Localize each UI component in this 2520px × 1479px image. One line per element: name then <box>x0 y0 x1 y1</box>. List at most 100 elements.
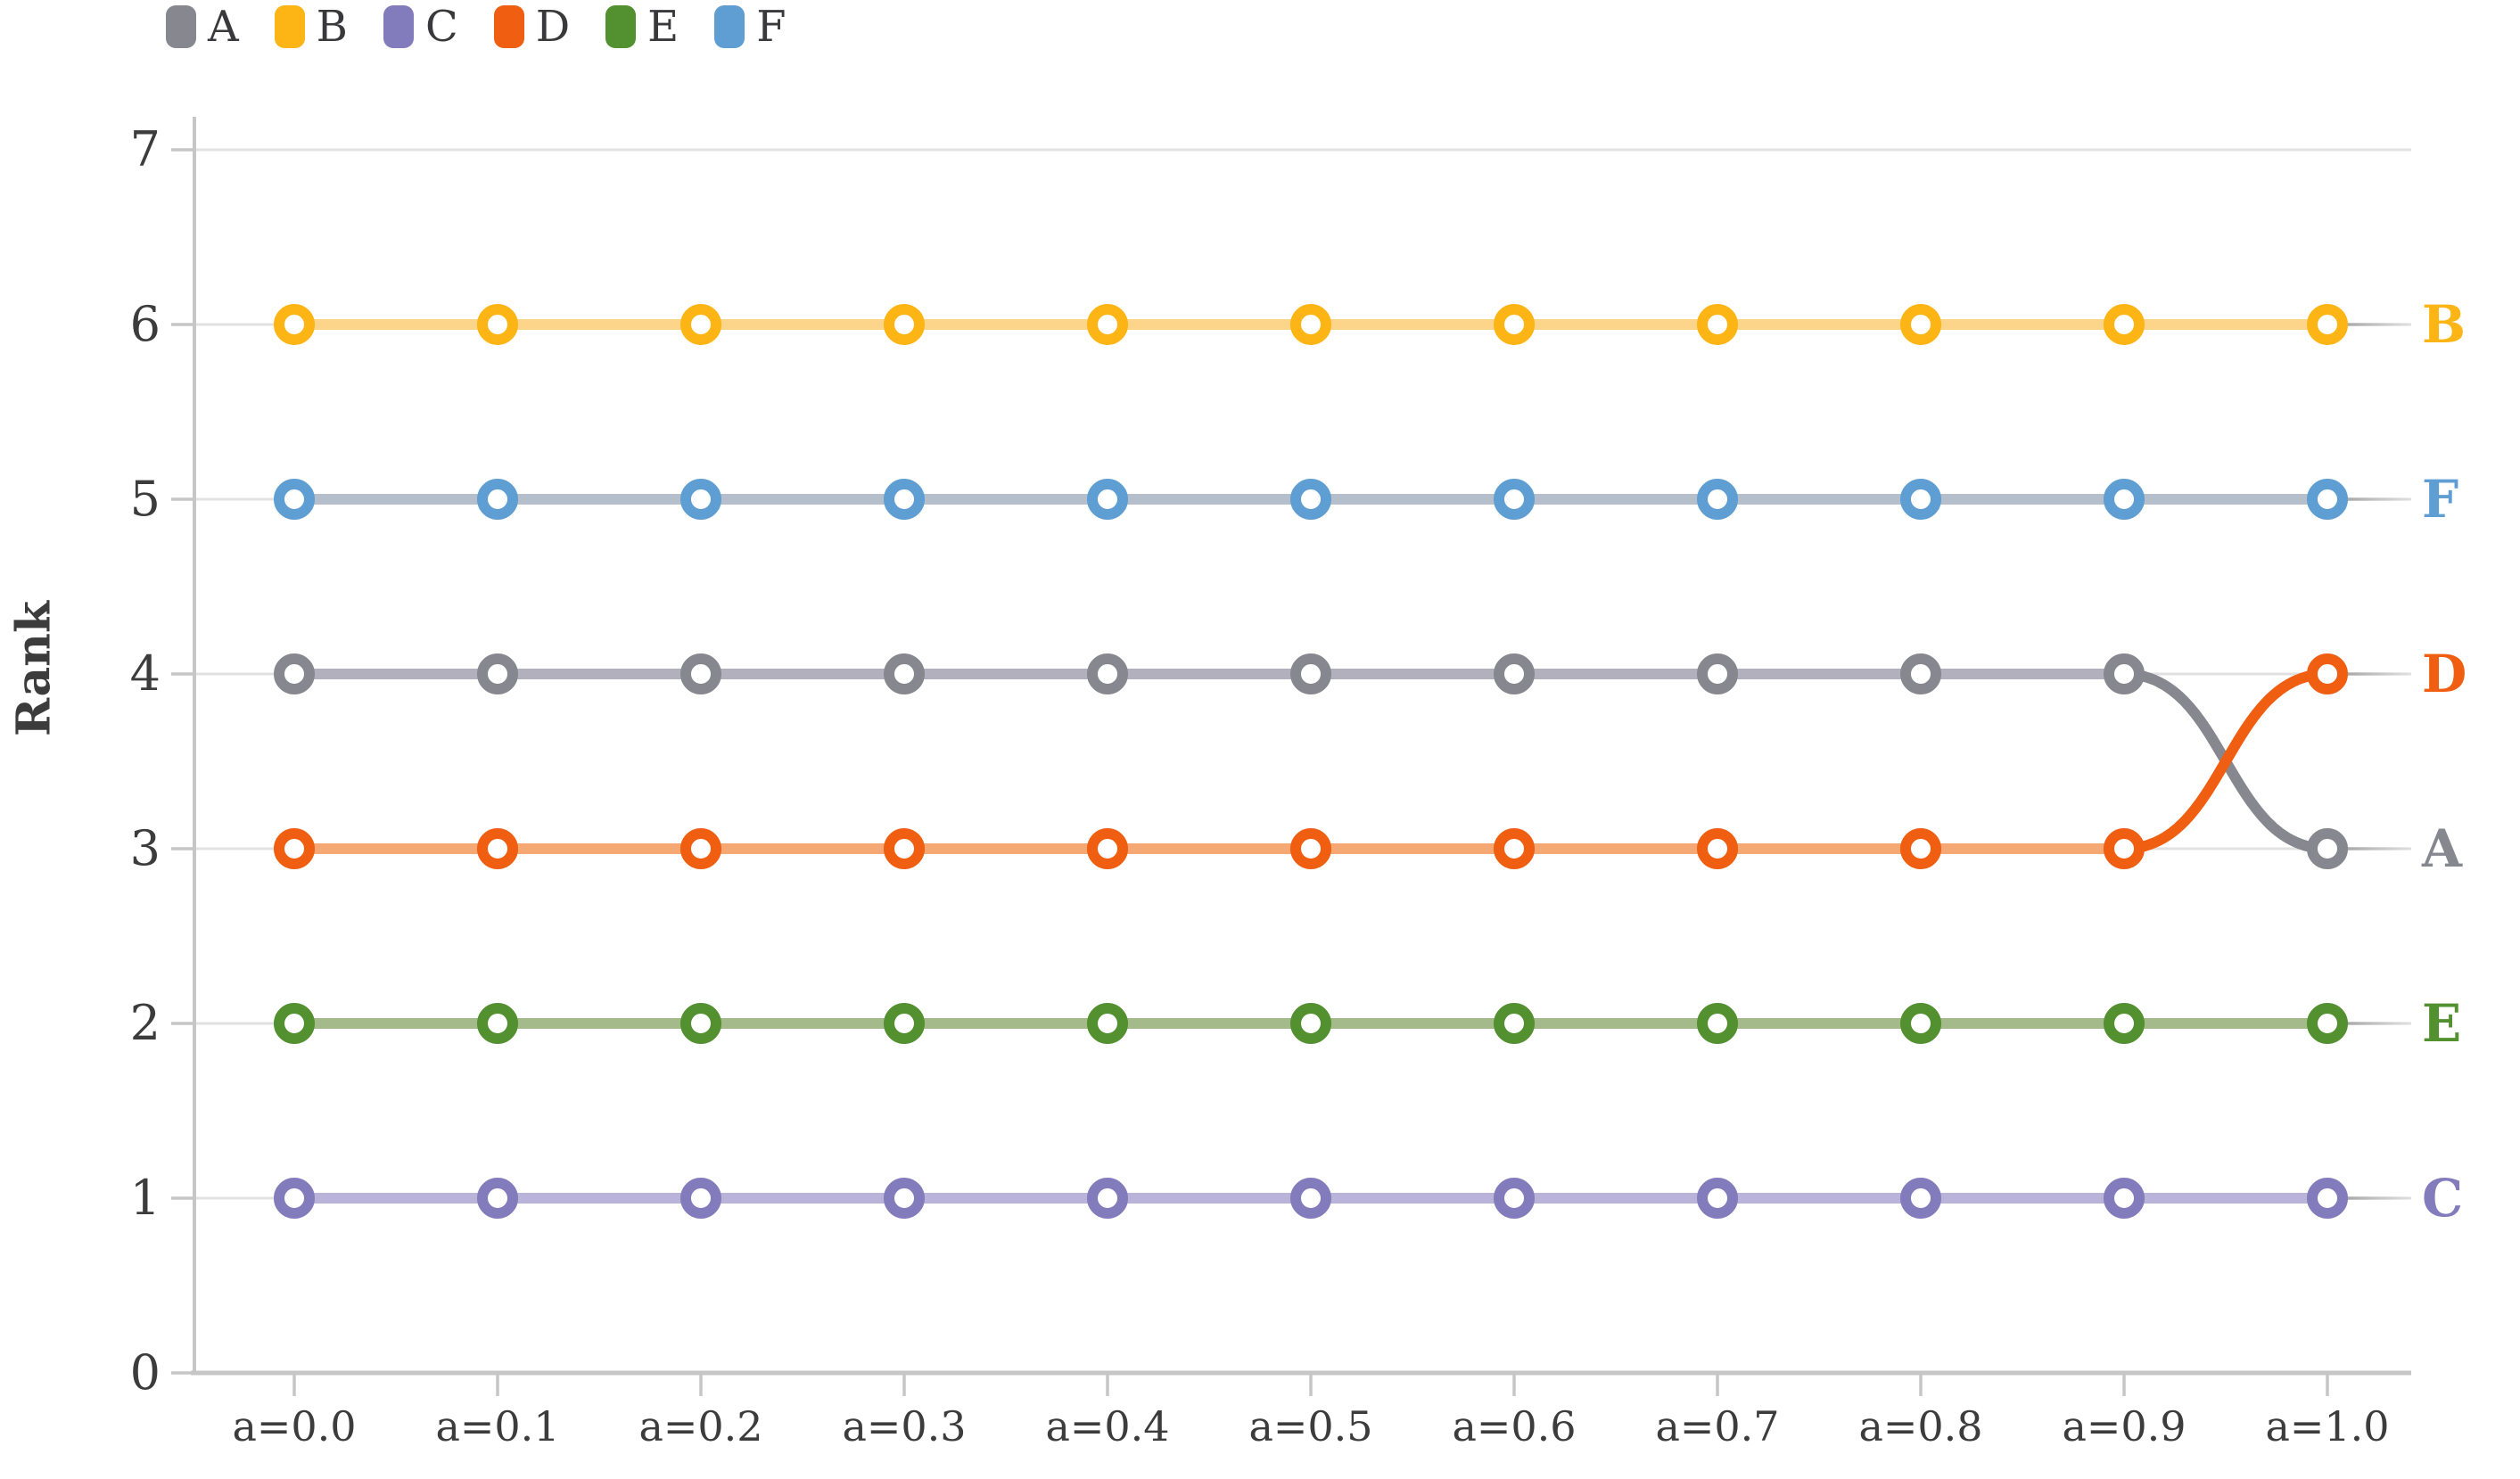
series-end-label-F: F <box>2422 469 2458 530</box>
data-point-D-a=0.8 <box>1900 828 1941 869</box>
series-end-label-A: A <box>2421 818 2463 879</box>
y-tick-label-1: 1 <box>130 1170 161 1226</box>
data-point-D-a=0.7 <box>1697 828 1738 869</box>
data-point-D-a=0.5 <box>1290 828 1331 869</box>
data-point-F-a=0.8 <box>1900 479 1941 520</box>
data-point-D-a=0.3 <box>884 828 925 869</box>
data-point-B-a=0.1 <box>477 304 518 345</box>
legend-item-C[interactable]: C <box>383 5 458 48</box>
legend-item-A[interactable]: A <box>166 5 239 48</box>
x-tick-label-1: a=0.1 <box>435 1402 559 1450</box>
data-point-C-a=0.7 <box>1697 1178 1738 1219</box>
data-point-A-a=0.0 <box>274 653 315 694</box>
y-tick-label-3: 3 <box>130 820 161 876</box>
data-point-E-a=0.5 <box>1290 1003 1331 1044</box>
x-tick-label-5: a=0.5 <box>1248 1402 1372 1450</box>
data-point-F-a=0.6 <box>1494 479 1535 520</box>
data-point-D-a=0.9 <box>2104 828 2145 869</box>
y-tick-label-2: 2 <box>130 995 161 1051</box>
x-tick-label-2: a=0.2 <box>638 1402 762 1450</box>
data-point-B-a=0.6 <box>1494 304 1535 345</box>
legend-item-D[interactable]: D <box>493 2 571 52</box>
data-point-B-a=0.8 <box>1900 304 1941 345</box>
series-end-label-E: E <box>2422 993 2461 1054</box>
x-tick-label-3: a=0.3 <box>842 1402 966 1450</box>
data-point-D-a=1.0 <box>2307 653 2348 694</box>
data-point-B-a=0.4 <box>1087 304 1128 345</box>
x-tick-label-0: a=0.0 <box>232 1402 356 1450</box>
x-tick-label-6: a=0.6 <box>1452 1402 1576 1450</box>
data-point-D-a=0.4 <box>1087 828 1128 869</box>
x-tick-label-7: a=0.7 <box>1655 1402 1779 1450</box>
data-point-C-a=0.4 <box>1087 1178 1128 1219</box>
y-tick-label-0: 0 <box>130 1344 161 1401</box>
data-point-F-a=0.9 <box>2104 479 2145 520</box>
data-point-F-a=0.7 <box>1697 479 1738 520</box>
data-point-B-a=1.0 <box>2307 304 2348 345</box>
legend-label-E: E <box>647 2 679 52</box>
data-point-E-a=0.3 <box>884 1003 925 1044</box>
series-end-label-C: C <box>2422 1168 2463 1228</box>
series-end-label-D: D <box>2422 644 2466 704</box>
data-point-A-a=0.8 <box>1900 653 1941 694</box>
data-point-E-a=0.0 <box>274 1003 315 1044</box>
y-tick-label-5: 5 <box>130 471 161 527</box>
legend-label-D: D <box>535 2 571 52</box>
data-point-C-a=0.5 <box>1290 1178 1331 1219</box>
legend-swatch-E <box>605 5 637 48</box>
data-point-E-a=1.0 <box>2307 1003 2348 1044</box>
legend-label-B: B <box>316 2 348 52</box>
data-point-A-a=0.6 <box>1494 653 1535 694</box>
data-point-C-a=0.6 <box>1494 1178 1535 1219</box>
legend-swatch-C <box>383 5 414 48</box>
data-point-B-a=0.9 <box>2104 304 2145 345</box>
legend-label-F: F <box>756 2 786 52</box>
data-point-F-a=0.3 <box>884 479 925 520</box>
data-point-B-a=0.0 <box>274 304 315 345</box>
data-point-F-a=0.5 <box>1290 479 1331 520</box>
data-point-A-a=0.3 <box>884 653 925 694</box>
series-line-D-seg-9 <box>2119 669 2333 854</box>
legend-label-C: C <box>424 2 458 52</box>
data-point-E-a=0.8 <box>1900 1003 1941 1044</box>
data-point-E-a=0.6 <box>1494 1003 1535 1044</box>
x-tick-label-4: a=0.4 <box>1045 1402 1169 1450</box>
data-point-C-a=0.2 <box>680 1178 721 1219</box>
data-point-B-a=0.5 <box>1290 304 1331 345</box>
legend-item-F[interactable]: F <box>714 5 786 48</box>
data-point-E-a=0.4 <box>1087 1003 1128 1044</box>
data-point-C-a=0.0 <box>274 1178 315 1219</box>
data-point-B-a=0.2 <box>680 304 721 345</box>
data-point-A-a=0.7 <box>1697 653 1738 694</box>
data-point-D-a=0.0 <box>274 828 315 869</box>
data-point-A-a=1.0 <box>2307 828 2348 869</box>
legend-swatch-B <box>274 5 305 48</box>
data-point-A-a=0.2 <box>680 653 721 694</box>
legend-item-E[interactable]: E <box>605 5 679 48</box>
data-point-E-a=0.2 <box>680 1003 721 1044</box>
data-point-D-a=0.2 <box>680 828 721 869</box>
data-point-C-a=0.1 <box>477 1178 518 1219</box>
data-point-A-a=0.1 <box>477 653 518 694</box>
x-tick-label-8: a=0.8 <box>1858 1402 1982 1450</box>
data-point-F-a=1.0 <box>2307 479 2348 520</box>
data-point-A-a=0.5 <box>1290 653 1331 694</box>
data-point-F-a=0.2 <box>680 479 721 520</box>
data-point-A-a=0.4 <box>1087 653 1128 694</box>
data-point-F-a=0.4 <box>1087 479 1128 520</box>
x-tick-label-10: a=1.0 <box>2265 1402 2389 1450</box>
y-tick-label-7: 7 <box>130 121 161 177</box>
legend-item-B[interactable]: B <box>274 2 348 52</box>
data-point-D-a=0.6 <box>1494 828 1535 869</box>
legend-label-A: A <box>208 2 239 52</box>
data-point-F-a=0.1 <box>477 479 518 520</box>
x-tick-label-9: a=0.9 <box>2062 1402 2186 1450</box>
y-tick-label-4: 4 <box>130 645 161 702</box>
data-point-D-a=0.1 <box>477 828 518 869</box>
data-point-C-a=0.3 <box>884 1178 925 1219</box>
data-point-A-a=0.9 <box>2104 653 2145 694</box>
data-point-E-a=0.9 <box>2104 1003 2145 1044</box>
